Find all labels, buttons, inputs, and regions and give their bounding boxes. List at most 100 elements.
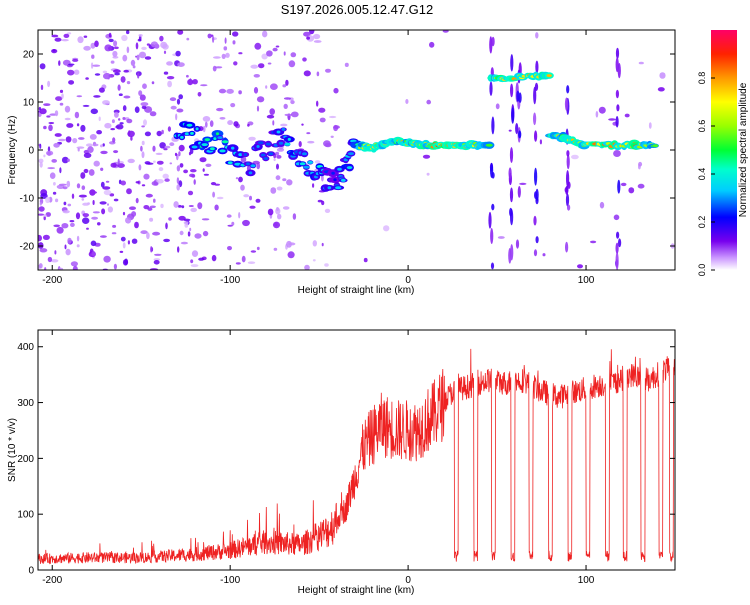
spectrogram-speckle: [62, 186, 68, 190]
spectrogram-ridge-point: [284, 142, 291, 146]
spectrogram-ridge-point: [213, 137, 217, 141]
spectrogram-speckle: [659, 72, 666, 79]
y-tick-label: 0: [28, 566, 34, 577]
spectrogram-speckle: [99, 201, 107, 205]
spectrogram-speckle: [175, 113, 178, 121]
spectrogram-ridge-point: [186, 123, 193, 127]
spectrogram-speckle: [112, 224, 117, 228]
spectrogram-speckle: [248, 136, 256, 141]
spectrogram-speckle: [58, 60, 61, 66]
spectrogram-speckle: [63, 201, 67, 206]
spectrogram-speckle: [286, 179, 293, 186]
spectrogram-speckle: [128, 130, 131, 137]
spectrogram-streak: [615, 252, 619, 270]
spectrogram-speckle: [628, 187, 635, 194]
spectrogram-speckle: [181, 205, 185, 209]
spectrogram-speckle: [497, 236, 505, 239]
spectrogram-streak: [516, 90, 520, 102]
colorbar-label: Normalized spectral amplitude: [738, 82, 749, 217]
spectrogram-speckle: [115, 124, 124, 130]
spectrogram-speckle: [190, 169, 197, 173]
y-tick-label: 400: [17, 342, 34, 353]
spectrogram-speckle: [156, 179, 164, 184]
spectrogram-speckle: [91, 216, 98, 220]
spectrogram-speckle: [165, 222, 168, 230]
spectrogram-speckle: [275, 175, 281, 181]
spectrogram-speckle: [302, 57, 307, 62]
spectrogram-speckle: [153, 198, 156, 203]
spectrogram-speckle: [141, 125, 145, 128]
spectrogram-speckle: [266, 114, 275, 119]
spectrogram-speckle: [150, 41, 158, 48]
spectrogram-speckle: [90, 42, 96, 49]
spectrogram-speckle: [76, 95, 83, 98]
spectrogram-speckle: [150, 246, 153, 253]
spectrogram-speckle: [267, 208, 274, 216]
spectrogram-speckle: [76, 183, 81, 189]
spectrogram-speckle: [162, 173, 169, 179]
spectrogram-speckle: [316, 71, 320, 77]
spectrogram-speckle: [571, 154, 579, 160]
spectrogram-speckle: [166, 76, 175, 80]
spectrogram-streak: [533, 249, 538, 257]
spectrogram-speckle: [226, 214, 232, 218]
y-tick-label: -20: [20, 242, 35, 253]
spectrogram-streak: [567, 204, 571, 211]
spectrogram-speckle: [92, 211, 100, 214]
spectrogram-speckle: [405, 99, 409, 104]
spectrogram-speckle: [163, 71, 169, 75]
spectrogram-streak: [566, 150, 570, 157]
spectrogram-speckle: [233, 61, 238, 66]
spectrogram-speckle: [163, 238, 171, 243]
spectrogram-speckle: [143, 205, 150, 210]
spectrogram-streak: [615, 47, 620, 59]
spectrogram-speckle: [183, 221, 189, 225]
spectrogram-speckle: [169, 142, 175, 147]
spectrogram-speckle: [272, 120, 275, 126]
spectrogram-ridge-point: [278, 141, 284, 145]
spectrogram-speckle: [225, 52, 230, 58]
spectrogram-speckle: [288, 242, 296, 246]
spectrogram-speckle: [202, 125, 206, 133]
spectrogram-speckle: [122, 117, 126, 120]
spectrogram-speckle: [72, 58, 79, 62]
spectrogram-speckle: [130, 136, 133, 141]
spectrogram-speckle: [73, 69, 80, 75]
spectrogram-speckle: [256, 246, 260, 251]
spectrogram-speckle: [70, 222, 75, 227]
spectrogram-speckle: [542, 253, 546, 257]
spectrogram-speckle: [213, 56, 221, 59]
spectrogram-y-label: Frequency (Hz): [7, 116, 18, 185]
spectrogram-speckle: [96, 130, 102, 135]
spectrogram-speckle: [90, 240, 97, 247]
spectrogram-streak: [535, 188, 539, 202]
spectrogram-streak: [615, 116, 619, 128]
spectrogram-speckle: [124, 258, 128, 265]
spectrogram-speckle: [221, 53, 226, 60]
spectrogram-speckle: [98, 116, 101, 122]
spectrogram-ridge-point: [263, 157, 269, 160]
spectrogram-speckle: [50, 259, 59, 263]
spectrogram-speckle: [48, 124, 53, 132]
spectrogram-speckle: [85, 77, 89, 80]
spectrogram-speckle: [83, 168, 89, 174]
spectrogram-speckle: [190, 207, 197, 213]
spectrogram-speckle: [112, 137, 116, 143]
spectrogram-speckle: [226, 88, 234, 94]
spectrogram-speckle: [270, 83, 278, 90]
spectrogram-speckle: [51, 49, 58, 54]
spectrogram-speckle: [61, 223, 69, 229]
spectrogram-speckle: [114, 72, 120, 76]
spectrogram-speckle: [105, 180, 110, 183]
spectrogram-speckle: [65, 248, 71, 256]
spectrogram-speckle: [190, 259, 194, 264]
spectrogram-ridge-point: [652, 144, 659, 148]
spectrogram-speckle: [47, 167, 56, 170]
spectrogram-streak: [535, 60, 539, 74]
spectrogram-speckle: [66, 158, 70, 162]
spectrogram-speckle: [648, 122, 652, 129]
spectrogram-speckle: [135, 42, 139, 50]
spectrogram-speckle: [218, 88, 227, 94]
spectrogram-speckle: [90, 62, 94, 69]
